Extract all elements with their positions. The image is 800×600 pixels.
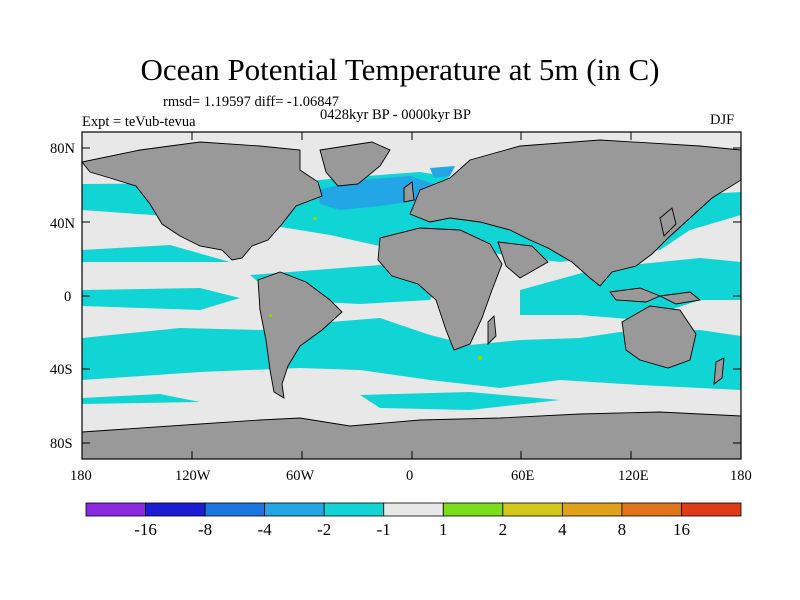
tick-marks [82,132,741,459]
map-plot-area [82,132,741,459]
lon-tick-0: 0 [406,468,414,484]
lat-tick-40s: 40S [50,362,73,378]
colorbar-label: 4 [558,520,567,539]
colorbar-swatch [681,502,742,517]
lon-tick-120e: 120E [618,468,649,484]
new-guinea [658,291,702,305]
lon-tick-60w: 60W [286,468,315,484]
arabia [497,241,549,279]
colorbar-swatch [204,502,266,517]
japan [659,207,677,237]
south-america [257,271,343,399]
colorbar-label: -16 [134,520,157,539]
colorbar-label: 16 [672,520,690,539]
colorbar-swatch [85,502,146,517]
british-isles [403,181,415,203]
greenland [319,141,391,187]
colorbar-label: -2 [317,520,332,539]
lon-tick-180e: 180 [730,468,752,484]
season-label: DJF [710,112,735,128]
land-masses [82,139,741,459]
australia [621,305,697,369]
madagascar [487,315,497,346]
antarctica [82,411,741,459]
lat-tick-0: 0 [64,289,72,305]
period-label: 0428kyr BP - 0000kyr BP [320,107,471,123]
colorbar-label: -8 [197,520,213,539]
colorbar-swatch [561,502,623,517]
eurasia [409,139,741,287]
colorbar-label: 2 [498,520,508,539]
ocean-anomaly-warm [269,217,482,360]
maritime-continent [609,287,662,303]
new-zealand [713,357,725,385]
colorbar-swatch [621,502,682,517]
lon-tick-180w: 180 [70,468,92,484]
north-america [82,141,323,261]
lon-tick-60e: 60E [511,468,535,484]
lat-tick-80s: 80S [50,436,73,452]
map-title: Ocean Potential Temperature at 5m (in C) [140,52,660,87]
colorbar-swatch [442,502,504,517]
lat-tick-80n: 80N [50,141,75,157]
stats-line: rmsd= 1.19597 diff= -1.06847 [163,94,339,110]
colorbar [85,502,742,517]
colorbar-swatch [145,502,206,517]
lon-tick-120w: 120W [175,468,211,484]
africa [377,227,503,351]
colorbar-swatch [502,502,563,517]
colorbar-label: -1 [376,520,391,539]
colorbar-swatch [323,502,385,517]
lat-tick-40n: 40N [50,216,75,232]
colorbar-label: 8 [617,520,627,539]
colorbar-label: 1 [439,520,448,539]
experiment-label: Expt = teVub-tevua [82,114,196,130]
colorbar-swatch [264,502,325,517]
colorbar-swatch [383,502,444,517]
colorbar-label: -4 [257,520,272,539]
